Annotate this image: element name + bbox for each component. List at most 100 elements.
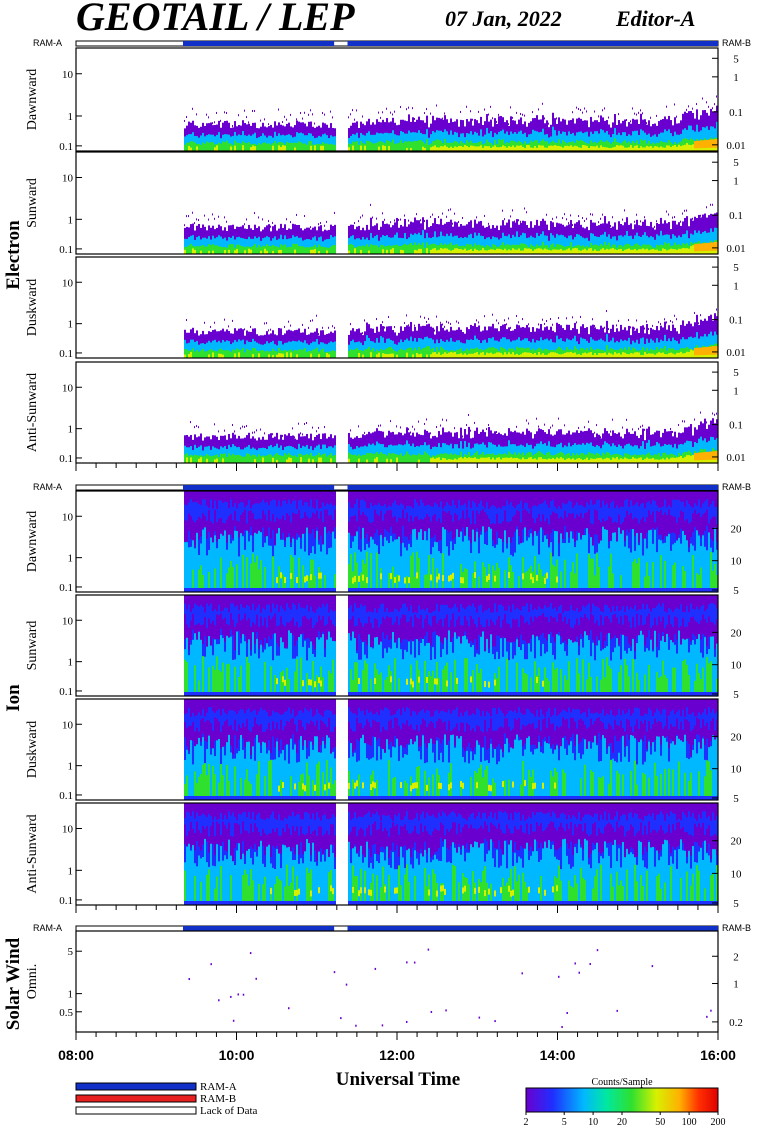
x-tick-label: 12:00 bbox=[379, 1047, 415, 1063]
x-tick-label: 16:00 bbox=[700, 1047, 736, 1063]
right-tick-label: 5 bbox=[733, 157, 739, 169]
panel-label: Anti-Sunward bbox=[25, 373, 40, 452]
left-tick-label: 1 bbox=[68, 111, 74, 123]
left-tick-label: 0.1 bbox=[59, 348, 73, 360]
panel-electron-duskward: Duskward 10 1 0.1 5 1 0.1 0.01 bbox=[25, 256, 746, 360]
panel-solar-wind-omni-: Omni. 5 1 0.5 2 1 0.2 bbox=[25, 930, 743, 1033]
time-ticks bbox=[75, 905, 719, 913]
right-tick-label: 1 bbox=[733, 979, 739, 991]
panel-electron-anti-sunward: Anti-Sunward 10 1 0.1 5 1 0.1 0.01 bbox=[25, 361, 746, 465]
right-tick-label: 1 bbox=[733, 176, 739, 188]
left-tick-label: 0.1 bbox=[59, 895, 73, 907]
heatmap-cells bbox=[184, 95, 718, 151]
left-tick-label: 10 bbox=[62, 173, 74, 185]
legend-swatch-lack-of-data bbox=[75, 1106, 197, 1115]
left-tick-label: 1 bbox=[68, 865, 74, 877]
right-tick-label: 20 bbox=[731, 523, 743, 535]
right-tick-label: 5 bbox=[733, 262, 739, 274]
left-tick-label: 1 bbox=[68, 989, 74, 1001]
left-tick-label: 1 bbox=[68, 214, 74, 226]
legend-label-ram-b: RAM-B bbox=[200, 1093, 236, 1105]
coverage-span bbox=[347, 926, 718, 931]
group-label: Ion bbox=[3, 684, 24, 712]
panel-ion-sunward: Sunward 10 1 0.1 20 10 5 bbox=[25, 594, 743, 701]
x-axis-title: Universal Time bbox=[336, 1069, 460, 1090]
plot-editor: Editor-A bbox=[615, 6, 695, 31]
legend-label-lack-of-data: Lack of Data bbox=[200, 1105, 258, 1117]
left-tick-label: 10 bbox=[62, 382, 74, 394]
x-tick-label: 14:00 bbox=[540, 1047, 576, 1063]
heatmap-cells bbox=[184, 595, 718, 696]
left-tick-label: 1 bbox=[68, 761, 74, 773]
panel-electron-sunward: Sunward 10 1 0.1 5 1 0.1 0.01 bbox=[25, 151, 746, 256]
left-tick-label: 1 bbox=[68, 553, 74, 565]
coverage-span bbox=[183, 926, 335, 931]
coverage-span bbox=[347, 485, 718, 490]
colorbar-gradient bbox=[525, 1087, 719, 1113]
panel-frame bbox=[75, 698, 719, 801]
right-tick-label: 0.2 bbox=[729, 1017, 743, 1029]
ram-a-label: RAM-A bbox=[33, 923, 62, 933]
right-tick-label: 0.01 bbox=[726, 347, 745, 359]
panel-label: Omni. bbox=[25, 964, 40, 999]
coverage-bar: RAM-A RAM-B bbox=[33, 38, 751, 48]
panel-ion-duskward: Duskward 10 1 0.1 20 10 5 bbox=[25, 698, 743, 805]
time-ticks bbox=[75, 463, 719, 471]
time-ticks bbox=[75, 1032, 719, 1040]
left-tick-label: 5 bbox=[68, 946, 74, 958]
ram-a-label: RAM-A bbox=[33, 38, 62, 48]
coverage-span bbox=[183, 41, 335, 46]
heatmap-cells bbox=[184, 699, 718, 800]
left-tick-label: 10 bbox=[62, 719, 74, 731]
colorbar-title: Counts/Sample bbox=[591, 1077, 653, 1088]
colorbar-tick-label: 50 bbox=[655, 1117, 665, 1128]
panel-ion-anti-sunward: Anti-Sunward 10 1 0.1 20 10 5 bbox=[25, 802, 743, 910]
group-labels: Electron Ion Solar Wind bbox=[3, 220, 24, 1030]
legend-swatch-ram-a bbox=[75, 1082, 197, 1091]
right-tick-label: 0.1 bbox=[729, 420, 743, 432]
left-tick-label: 10 bbox=[62, 277, 74, 289]
right-tick-label: 5 bbox=[733, 689, 739, 701]
x-tick-label: 08:00 bbox=[58, 1047, 94, 1063]
right-tick-label: 0.01 bbox=[726, 452, 745, 464]
right-tick-label: 5 bbox=[733, 898, 739, 910]
colorbar-tick-label: 2 bbox=[524, 1117, 529, 1128]
right-tick-label: 20 bbox=[731, 627, 743, 639]
coverage-span bbox=[347, 41, 718, 46]
panel-ion-dawnward: Dawnward 10 1 0.1 20 10 5 bbox=[25, 490, 743, 597]
colorbar-ticks: 2 5 10 20 50 100 200 bbox=[524, 1112, 726, 1128]
right-tick-label: 0.01 bbox=[726, 243, 745, 255]
left-tick-label: 0.5 bbox=[59, 1007, 73, 1019]
colorbar: Counts/Sample 2 5 10 20 50 100 200 bbox=[524, 1077, 726, 1128]
group-label: Electron bbox=[3, 220, 24, 290]
right-tick-label: 0.01 bbox=[726, 140, 745, 152]
left-tick-label: 0.1 bbox=[59, 244, 73, 256]
group-solar-wind: RAM-A RAM-B Omni. 5 1 0.5 2 1 0.2 bbox=[25, 923, 751, 1040]
colorbar-tick-label: 200 bbox=[711, 1117, 726, 1128]
right-tick-label: 0.1 bbox=[729, 210, 743, 222]
right-tick-label: 5 bbox=[733, 53, 739, 65]
left-tick-label: 10 bbox=[62, 511, 74, 523]
legend-label-ram-a: RAM-A bbox=[200, 1081, 237, 1093]
heatmap-cells bbox=[184, 308, 718, 358]
left-tick-label: 0.1 bbox=[59, 790, 73, 802]
panel-frame bbox=[75, 490, 719, 593]
heatmap-cells bbox=[184, 203, 718, 254]
heatmap-cells bbox=[184, 491, 718, 592]
x-axis: 08:00 10:00 12:00 14:00 16:00 bbox=[58, 1047, 736, 1063]
right-tick-label: 1 bbox=[733, 385, 739, 397]
left-tick-label: 0.1 bbox=[59, 582, 73, 594]
coverage-span bbox=[183, 485, 335, 490]
panel-electron-dawnward: Dawnward 10 1 0.1 5 1 0.1 0.01 bbox=[25, 47, 746, 153]
colorbar-tick-label: 5 bbox=[562, 1117, 567, 1128]
right-tick-label: 10 bbox=[731, 764, 743, 776]
plot-title: GEOTAIL / LEP bbox=[76, 0, 355, 39]
right-tick-label: 10 bbox=[731, 868, 743, 880]
right-tick-label: 0.1 bbox=[729, 107, 743, 119]
x-tick-label: 10:00 bbox=[219, 1047, 255, 1063]
left-tick-label: 1 bbox=[68, 657, 74, 669]
panel-label: Duskward bbox=[25, 721, 40, 779]
coverage-bar: RAM-A RAM-B bbox=[33, 482, 751, 492]
left-tick-label: 10 bbox=[62, 69, 74, 81]
